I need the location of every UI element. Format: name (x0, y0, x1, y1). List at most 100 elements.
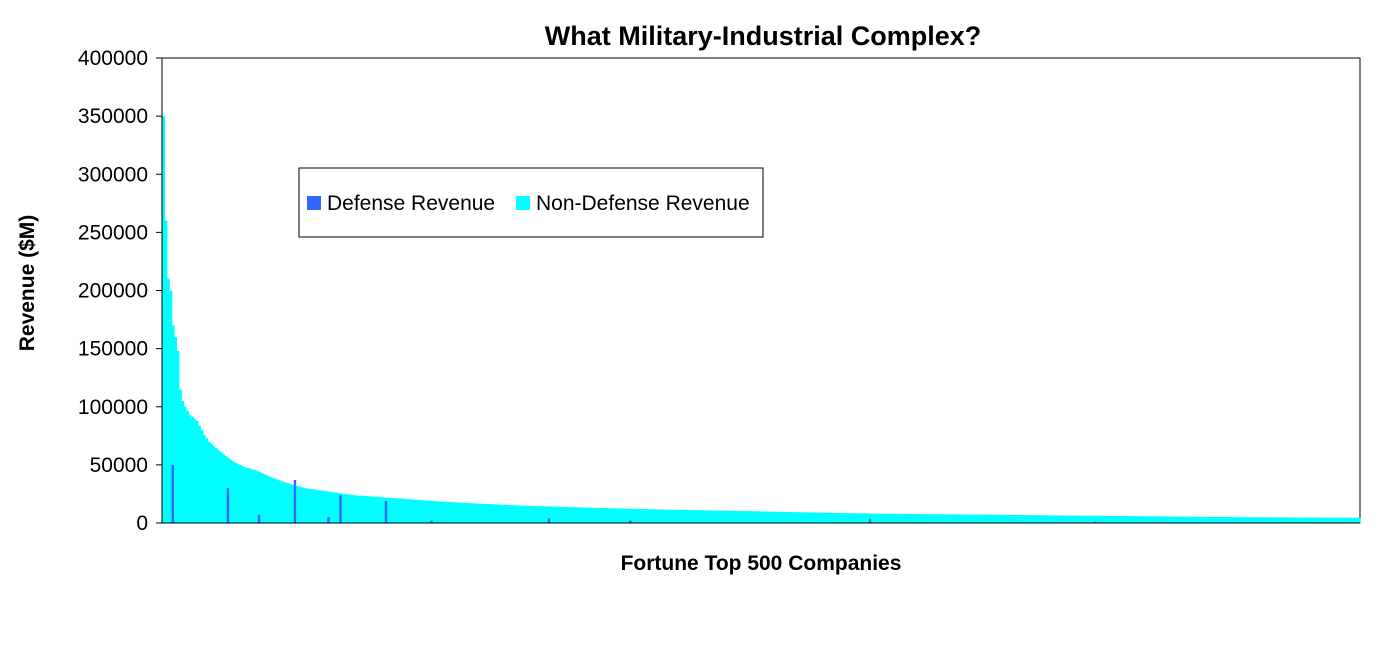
non-defense-bar (229, 459, 233, 523)
defense-bar (257, 514, 261, 523)
non-defense-bar (360, 495, 364, 523)
non-defense-bar (317, 490, 321, 523)
non-defense-bar (578, 507, 582, 523)
non-defense-bar (991, 514, 995, 523)
non-defense-bar (1235, 517, 1239, 523)
non-defense-bar (547, 506, 551, 523)
non-defense-bar (1213, 516, 1217, 523)
non-defense-bar (1141, 516, 1145, 523)
non-defense-bar (756, 511, 760, 523)
non-defense-bar (1326, 517, 1330, 523)
non-defense-bar (763, 511, 767, 523)
non-defense-bar (291, 484, 295, 523)
non-defense-bar (495, 504, 499, 523)
non-defense-bar (749, 511, 753, 523)
non-defense-bar (1079, 515, 1083, 523)
non-defense-bar (919, 514, 923, 523)
non-defense-bar (1156, 516, 1160, 523)
non-defense-bar (1233, 517, 1237, 523)
non-defense-bar (586, 507, 590, 523)
non-defense-bar (895, 513, 899, 523)
non-defense-bar (720, 510, 724, 523)
non-defense-bar (1261, 517, 1265, 523)
non-defense-bar (219, 452, 223, 523)
non-defense-bar (883, 513, 887, 523)
y-axis: 0 50000 100000 150000 200000 250000 300000 3500… (78, 47, 162, 535)
non-defense-bar (185, 410, 189, 523)
non-defense-bar (1338, 517, 1342, 523)
non-defense-bar (1062, 515, 1066, 523)
non-defense-bar (451, 502, 455, 523)
non-defense-bar (684, 509, 688, 523)
non-defense-bar (375, 496, 379, 523)
non-defense-bar (245, 467, 249, 523)
non-defense-bar (645, 509, 649, 523)
non-defense-bar (593, 507, 597, 523)
non-defense-bar (516, 505, 520, 523)
non-defense-bar (1029, 515, 1033, 523)
non-defense-bar (1151, 516, 1155, 523)
non-defense-bar (775, 511, 779, 523)
non-defense-bar (598, 507, 602, 523)
non-defense-bar (533, 506, 537, 523)
non-defense-bar (435, 501, 439, 523)
non-defense-bar (1278, 517, 1282, 523)
non-defense-bar (523, 505, 527, 523)
non-defense-bar (209, 443, 213, 523)
defense-bar (384, 500, 388, 523)
non-defense-bar (322, 490, 326, 523)
non-defense-bar (241, 466, 245, 523)
non-defense-bar (634, 508, 638, 523)
non-defense-bar (842, 513, 846, 523)
non-defense-bar (1149, 516, 1153, 523)
non-defense-series (162, 116, 1361, 524)
non-defense-bar (758, 511, 762, 524)
non-defense-bar (1165, 516, 1169, 523)
non-defense-bar (746, 511, 750, 523)
non-defense-bar (566, 507, 570, 523)
non-defense-bar (392, 498, 396, 523)
non-defense-bar (351, 495, 355, 523)
non-defense-bar (344, 494, 348, 523)
non-defense-bar (1182, 516, 1186, 523)
non-defense-bar (1302, 517, 1306, 523)
non-defense-bar (933, 514, 937, 523)
non-defense-bar (1048, 515, 1052, 523)
non-defense-bar (626, 508, 630, 523)
non-defense-bar (813, 512, 817, 523)
non-defense-bar (427, 500, 431, 523)
non-defense-bar (926, 514, 930, 523)
non-defense-bar (1324, 517, 1328, 523)
non-defense-bar (892, 513, 896, 523)
non-defense-bar (713, 510, 717, 523)
non-defense-bar (835, 512, 839, 523)
non-defense-bar (1290, 517, 1294, 523)
non-defense-bar (432, 501, 436, 523)
non-defense-bar (1094, 515, 1098, 523)
non-defense-bar (1223, 517, 1227, 523)
non-defense-bar (995, 514, 999, 523)
non-defense-bar (832, 512, 836, 523)
non-defense-bar (1010, 514, 1014, 523)
non-defense-bar (181, 400, 185, 523)
non-defense-bar (538, 506, 542, 523)
non-defense-bar (574, 507, 578, 523)
non-defense-bar (1007, 514, 1011, 523)
non-defense-bar (887, 513, 891, 523)
legend-swatch-defense (307, 196, 321, 210)
non-defense-bar (1046, 515, 1050, 523)
non-defense-bar (250, 469, 254, 523)
non-defense-bar (1225, 517, 1229, 523)
non-defense-bar (1201, 516, 1205, 523)
non-defense-bar (478, 503, 482, 523)
non-defense-bar (641, 509, 645, 523)
non-defense-bar (808, 512, 812, 523)
non-defense-bar (444, 501, 448, 523)
non-defense-bar (923, 514, 927, 523)
non-defense-bar (562, 506, 566, 523)
non-defense-bar (202, 434, 206, 523)
non-defense-bar (190, 416, 194, 523)
non-defense-bar (552, 506, 556, 523)
non-defense-bar (617, 508, 621, 523)
non-defense-bar (971, 514, 975, 523)
